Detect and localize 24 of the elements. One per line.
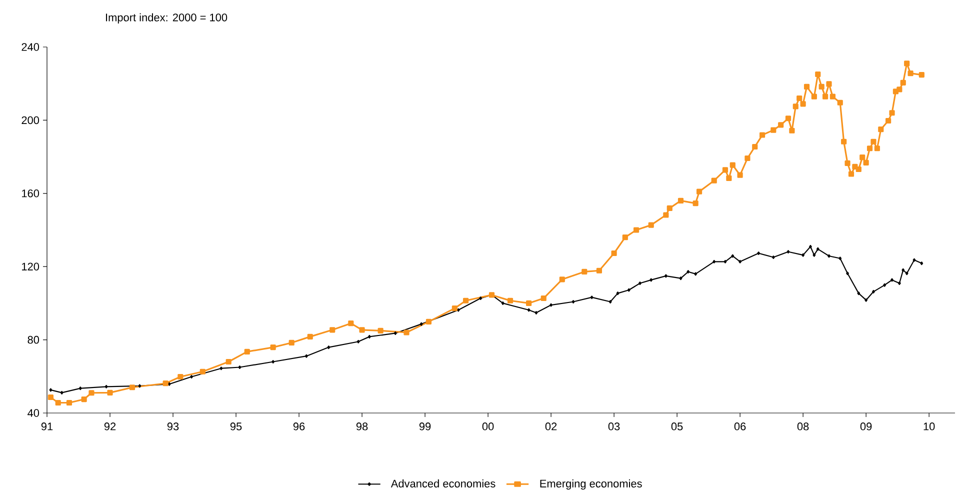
y-tick-label: 240: [22, 43, 40, 51]
x-tick-label: 09: [860, 422, 872, 430]
x-tick-label: 95: [230, 422, 242, 430]
x-tick-label: 96: [293, 422, 305, 430]
x-tick-label: 08: [797, 422, 809, 430]
chart-title: Import index: 2000 = 100: [106, 13, 228, 24]
x-tick-label: 02: [545, 422, 557, 430]
y-tick-label: 120: [22, 262, 40, 270]
x-tick-label: 10: [924, 422, 935, 430]
x-tick-label: 06: [734, 422, 746, 430]
x-tick-label: 93: [167, 422, 179, 430]
x-tick-label: 92: [104, 422, 116, 430]
y-tick-label: 160: [22, 190, 40, 198]
x-tick-label: 00: [482, 422, 494, 430]
x-tick-label: 98: [356, 422, 368, 430]
y-tick-label: 40: [28, 409, 40, 417]
x-tick-label: 91: [41, 422, 53, 430]
x-tick-label: 99: [419, 422, 431, 430]
legend-label: Advanced economies: [390, 479, 496, 488]
legend-label: Emerging economies: [540, 479, 642, 490]
y-tick-label: 80: [28, 336, 40, 344]
x-tick-label: 05: [671, 422, 683, 430]
y-tick-label: 200: [22, 116, 40, 124]
x-tick-label: 03: [608, 422, 620, 430]
